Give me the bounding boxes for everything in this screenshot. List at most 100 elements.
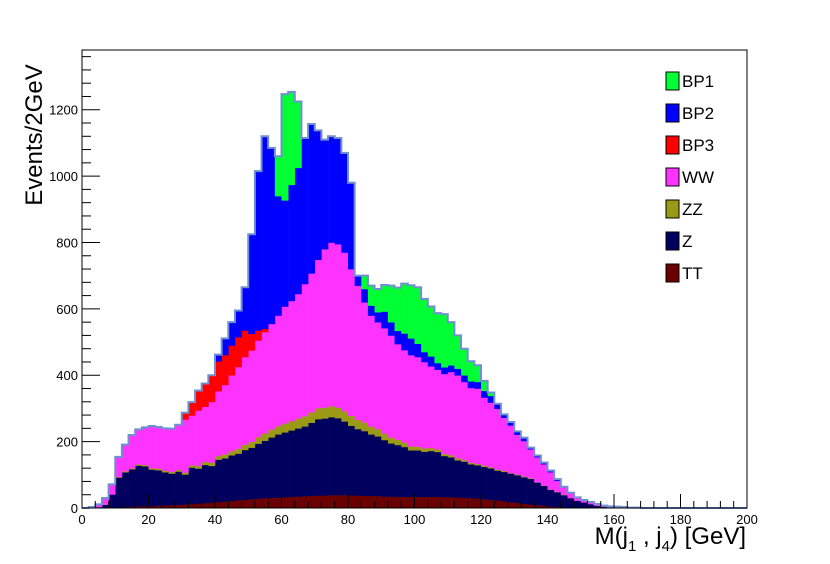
y-tick-label: 0 bbox=[71, 501, 78, 516]
bin-tt bbox=[367, 495, 375, 509]
bin-zz bbox=[454, 458, 462, 461]
bin-ww bbox=[321, 249, 329, 408]
bin-zz bbox=[367, 426, 375, 435]
legend-item-tt: TT bbox=[665, 263, 703, 283]
bin-zz bbox=[208, 462, 216, 467]
bin-ww bbox=[241, 356, 249, 445]
bin-ww bbox=[195, 410, 202, 467]
bin-ww bbox=[248, 350, 256, 442]
bin-ww bbox=[141, 427, 149, 466]
bin-ww bbox=[175, 424, 183, 470]
x-tick-label: 80 bbox=[341, 512, 355, 527]
bin-bp2 bbox=[434, 362, 442, 370]
bin-z bbox=[281, 432, 289, 498]
bin-ww bbox=[567, 492, 575, 499]
bin-bp2 bbox=[261, 136, 269, 330]
bin-bp1 bbox=[467, 361, 475, 382]
bin-zz bbox=[254, 436, 262, 444]
bin-tt bbox=[348, 495, 355, 509]
bin-tt bbox=[201, 503, 209, 509]
series-ww bbox=[88, 242, 628, 508]
bin-ww bbox=[401, 350, 409, 443]
bin-tt bbox=[155, 505, 163, 509]
x-tick-label: 60 bbox=[274, 512, 288, 527]
bin-ww bbox=[361, 302, 369, 423]
bin-bp3 bbox=[248, 333, 256, 351]
bin-tt bbox=[467, 498, 475, 509]
bin-tt bbox=[374, 496, 382, 509]
bin-z bbox=[328, 417, 335, 496]
bin-z bbox=[381, 439, 389, 497]
bin-z bbox=[294, 428, 302, 497]
total-outline bbox=[82, 90, 747, 509]
bin-tt bbox=[487, 499, 495, 509]
bin-zz bbox=[188, 465, 196, 468]
bin-bp2 bbox=[441, 367, 449, 375]
y-tick-label: 800 bbox=[56, 235, 78, 250]
bin-bp2 bbox=[487, 395, 495, 403]
bin-tt bbox=[401, 496, 409, 509]
legend-label: BP2 bbox=[682, 104, 714, 123]
bin-tt bbox=[354, 495, 362, 509]
bin-ww bbox=[514, 434, 522, 475]
bin-z bbox=[215, 459, 222, 503]
bin-zz bbox=[301, 416, 309, 427]
bin-ww bbox=[507, 425, 515, 474]
bin-tt bbox=[195, 503, 202, 509]
bin-tt bbox=[208, 502, 216, 509]
bin-ww bbox=[261, 332, 269, 434]
bin-ww bbox=[407, 355, 415, 447]
x-tick-label: 160 bbox=[603, 512, 625, 527]
bin-ww bbox=[560, 486, 568, 496]
bin-tt bbox=[274, 497, 282, 509]
bin-bp1 bbox=[387, 285, 395, 323]
bin-ww bbox=[441, 373, 449, 454]
x-tick-label: 20 bbox=[141, 512, 155, 527]
bin-zz bbox=[520, 476, 528, 478]
bin-ww bbox=[308, 273, 316, 413]
legend-swatch bbox=[665, 135, 680, 155]
bin-z bbox=[221, 458, 229, 502]
series-z bbox=[88, 417, 641, 509]
bin-zz bbox=[434, 449, 442, 453]
bin-bp1 bbox=[481, 380, 488, 392]
legend-item-bp3: BP3 bbox=[665, 135, 714, 155]
bin-z bbox=[101, 504, 109, 509]
bin-tt bbox=[254, 498, 262, 509]
bin-tt bbox=[321, 495, 329, 509]
bin-zz bbox=[527, 478, 535, 480]
bin-bp1 bbox=[427, 306, 435, 357]
bin-ww bbox=[188, 415, 196, 466]
bin-tt bbox=[547, 506, 555, 509]
bin-tt bbox=[434, 496, 442, 509]
bin-z bbox=[527, 478, 535, 505]
bin-z bbox=[374, 436, 382, 497]
bin-tt bbox=[148, 506, 156, 509]
bin-bp2 bbox=[500, 414, 508, 419]
legend-swatch bbox=[665, 71, 680, 91]
bin-tt bbox=[554, 506, 562, 509]
bin-ww bbox=[580, 500, 588, 503]
bin-z bbox=[580, 502, 588, 508]
bin-bp1 bbox=[474, 365, 482, 383]
bin-ww bbox=[527, 449, 535, 479]
bin-bp1 bbox=[434, 313, 442, 364]
bin-z bbox=[454, 460, 462, 498]
bin-zz bbox=[115, 476, 123, 478]
bin-z bbox=[394, 444, 402, 498]
bin-z bbox=[241, 449, 249, 501]
bin-zz bbox=[387, 437, 395, 444]
x-tick-label: 140 bbox=[537, 512, 559, 527]
bin-tt bbox=[447, 497, 455, 509]
x-axis-title: M(j1 , j4) [GeV] bbox=[595, 523, 746, 555]
bin-tt bbox=[500, 501, 508, 509]
bin-bp3 bbox=[228, 345, 236, 376]
bin-zz bbox=[308, 412, 316, 424]
bin-bp3 bbox=[195, 390, 202, 411]
bin-bp2 bbox=[514, 431, 522, 435]
bin-tt bbox=[135, 506, 143, 509]
bin-zz bbox=[407, 446, 415, 451]
bin-z bbox=[507, 473, 515, 503]
bin-bp2 bbox=[421, 352, 429, 363]
bin-tt bbox=[481, 499, 488, 509]
